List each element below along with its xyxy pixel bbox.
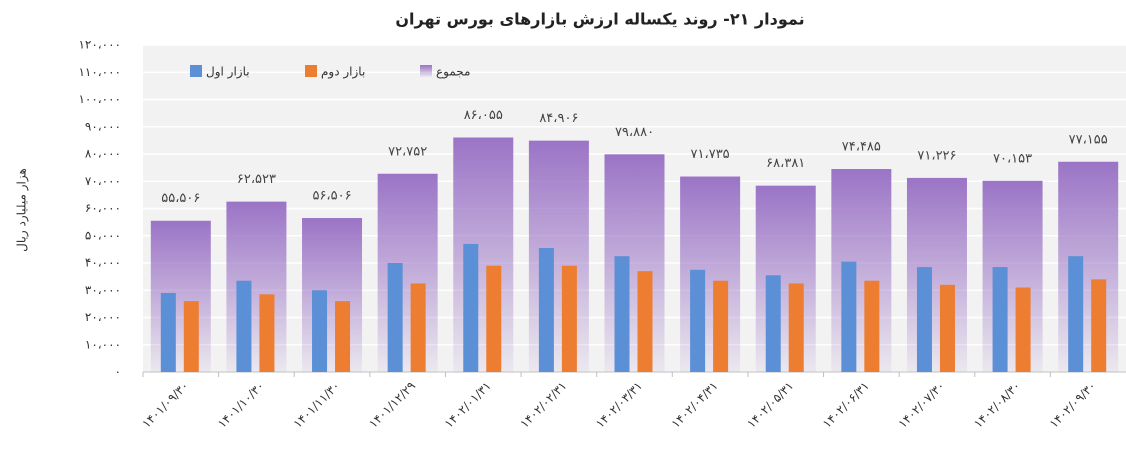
x-tick-label: ۱۴۰۱/۱۲/۲۹: [366, 379, 418, 431]
legend-label: بازار اول: [206, 65, 250, 80]
bar-first-market: [538, 248, 554, 372]
total-bar: [1058, 161, 1119, 372]
y-tick-label: ۱۱۰،۰۰۰: [78, 65, 121, 79]
bar-second-market: [637, 271, 653, 372]
total-bar: [831, 169, 892, 372]
y-tick-label: ۱۲۰،۰۰۰: [78, 38, 121, 52]
value-label: ۷۴،۴۸۵: [842, 140, 881, 155]
x-tick-label: ۱۴۰۲/۰۴/۳۱: [669, 379, 721, 431]
y-axis-label: هزار میلیارد ریال: [15, 168, 30, 252]
bar-first-market: [841, 261, 857, 372]
y-tick-label: ۳۰،۰۰۰: [85, 283, 121, 297]
x-tick-label: ۱۴۰۱/۱۰/۳۰: [215, 379, 267, 431]
value-label: ۷۹،۸۸۰: [615, 125, 654, 140]
total-bar: [906, 177, 967, 372]
bar-first-market: [312, 290, 328, 372]
bar-second-market: [1015, 287, 1031, 372]
bar-first-market: [1068, 256, 1084, 372]
bar-first-market: [765, 275, 781, 372]
chart-title: نمودار ۲۱- روند یکساله ارزش بازارهای بور…: [395, 10, 804, 29]
legend-swatch: [420, 65, 432, 77]
legend-label: بازار دوم: [321, 65, 365, 80]
total-bar: [680, 176, 741, 372]
bar-second-market: [486, 265, 502, 372]
bar-second-market: [259, 294, 275, 372]
bar-first-market: [690, 269, 706, 372]
x-tick-label: ۱۴۰۲/۰۶/۳۱: [820, 379, 872, 431]
bar-second-market: [410, 283, 426, 372]
bar-second-market: [183, 301, 199, 372]
x-tick-label: ۱۴۰۱/۱۱/۳۰: [291, 379, 343, 431]
bar-first-market: [916, 267, 932, 372]
x-tick-label: ۱۴۰۲/۰۷/۳۰: [895, 379, 947, 431]
bar-second-market: [864, 280, 880, 372]
value-label: ۵۵،۵۰۶: [161, 191, 200, 206]
bar-second-market: [561, 265, 577, 372]
total-bar: [528, 140, 589, 372]
x-tick-label: ۱۴۰۲/۰۸/۳۰: [971, 379, 1023, 431]
y-tick-label: ۹۰،۰۰۰: [85, 119, 121, 133]
bar-second-market: [939, 284, 955, 372]
value-label: ۷۰،۱۵۳: [993, 151, 1032, 166]
y-tick-label: ۱۰۰،۰۰۰: [78, 92, 121, 106]
bar-first-market: [614, 256, 630, 372]
legend-swatch: [190, 65, 202, 77]
value-label: ۸۶،۰۵۵: [464, 108, 503, 123]
value-label: ۵۶،۵۰۶: [312, 189, 351, 204]
total-bar: [755, 185, 816, 372]
y-tick-label: ۲۰،۰۰۰: [85, 310, 121, 324]
x-tick-label: ۱۴۰۲/۰۵/۳۱: [744, 379, 796, 431]
legend-swatch: [305, 65, 317, 77]
y-tick-label: ۶۰،۰۰۰: [85, 201, 121, 215]
y-tick-label: ۸۰،۰۰۰: [85, 147, 121, 161]
bar-first-market: [387, 263, 403, 372]
x-tick-label: ۱۴۰۲/۰۲/۳۱: [517, 379, 569, 431]
value-label: ۷۱،۷۳۵: [691, 147, 730, 162]
x-tick-label: ۱۴۰۲/۰۱/۳۱: [442, 379, 494, 431]
bar-second-market: [713, 280, 729, 372]
total-bar: [302, 218, 363, 372]
total-bar: [226, 201, 287, 372]
x-tick-label: ۱۴۰۱/۰۹/۳۰: [139, 379, 191, 431]
y-tick-label: ۷۰،۰۰۰: [85, 174, 121, 188]
value-label: ۷۷،۱۵۵: [1069, 132, 1108, 147]
total-bar: [982, 180, 1043, 372]
value-label: ۸۴،۹۰۶: [539, 111, 578, 126]
y-tick-label: ۴۰،۰۰۰: [85, 256, 121, 270]
bar-second-market: [788, 283, 804, 372]
x-tick-label: ۱۴۰۲/۰۹/۳۰: [1047, 379, 1099, 431]
y-tick-label: ٠: [115, 365, 121, 379]
total-bar: [453, 137, 514, 372]
y-tick-label: ۱۰،۰۰۰: [85, 337, 121, 351]
value-label: ۷۲،۷۵۲: [388, 144, 427, 159]
bar-first-market: [160, 292, 176, 372]
value-label: ۷۱،۲۲۶: [917, 148, 956, 163]
y-tick-label: ۵۰،۰۰۰: [85, 228, 121, 242]
bar-first-market: [236, 280, 252, 372]
x-tick-label: ۱۴۰۲/۰۳/۳۱: [593, 379, 645, 431]
total-bar: [150, 220, 211, 372]
total-bar: [604, 154, 665, 372]
bar-first-market: [992, 267, 1008, 372]
value-label: ۶۸،۳۸۱: [766, 156, 805, 171]
bar-first-market: [463, 243, 479, 372]
value-label: ۶۲،۵۲۳: [237, 172, 276, 187]
total-bar: [377, 173, 438, 372]
legend-label: مجموع: [436, 65, 470, 80]
bar-second-market: [1091, 279, 1107, 372]
bar-second-market: [335, 301, 351, 372]
